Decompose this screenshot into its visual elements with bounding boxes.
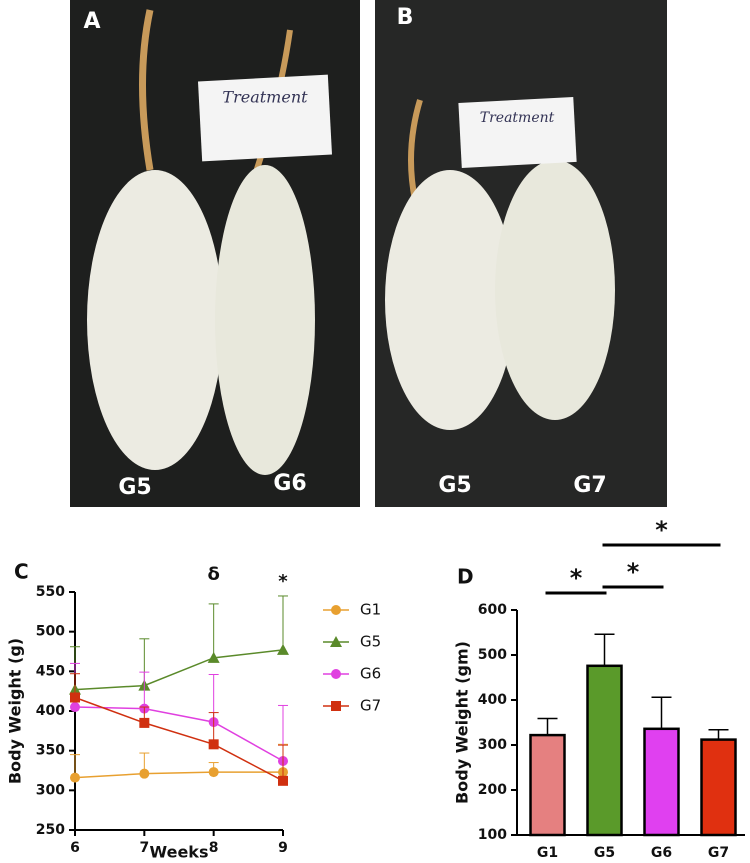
card xyxy=(458,97,577,168)
y-tick-label: 550 xyxy=(36,584,65,600)
rat xyxy=(87,170,223,470)
group-label: G5 xyxy=(438,473,471,498)
y-axis-label: Body Weight (gm) xyxy=(453,641,472,804)
x-tick-label: 7 xyxy=(139,840,149,856)
x-axis-label: Weeks xyxy=(150,843,209,862)
legend-label: G5 xyxy=(360,633,381,651)
x-tick-label: 8 xyxy=(209,840,219,856)
y-tick-label: 100 xyxy=(478,827,507,843)
rat xyxy=(385,170,515,430)
marker xyxy=(70,772,80,783)
legend-label: G1 xyxy=(360,601,381,619)
card-text: Treatment xyxy=(480,110,555,126)
panel-label: B xyxy=(397,5,414,30)
marker xyxy=(208,739,219,750)
photo-b: Treatment B G5 G7 xyxy=(375,0,667,507)
y-tick-label: 450 xyxy=(36,663,65,679)
series-line xyxy=(74,771,283,779)
panel-label: C xyxy=(14,560,29,584)
marker xyxy=(70,692,80,703)
marker xyxy=(277,643,289,655)
x-tick-label: G1 xyxy=(537,845,558,861)
bar xyxy=(529,733,566,837)
bar xyxy=(643,727,680,837)
tail xyxy=(408,99,423,201)
marker xyxy=(208,767,219,778)
card-text: Treatment xyxy=(222,88,308,107)
bar xyxy=(586,664,623,837)
y-axis-label: Body Weight (g) xyxy=(6,638,25,784)
legend-marker xyxy=(331,669,341,679)
annotation: * xyxy=(278,571,288,592)
significance-label: * xyxy=(570,564,583,592)
y-tick-label: 300 xyxy=(36,782,65,798)
panel-label: D xyxy=(457,565,474,589)
rat xyxy=(495,160,615,420)
rat xyxy=(215,165,315,475)
series-line xyxy=(74,696,284,782)
y-tick-label: 500 xyxy=(36,624,65,640)
annotation: δ xyxy=(207,564,219,585)
y-tick-label: 350 xyxy=(36,743,65,759)
tail xyxy=(139,9,154,171)
marker xyxy=(139,717,150,728)
legend-marker xyxy=(330,636,342,647)
bar xyxy=(700,738,737,837)
y-tick-label: 400 xyxy=(478,692,507,708)
y-tick-label: 500 xyxy=(478,647,507,663)
x-tick-label: G5 xyxy=(594,845,615,861)
y-tick-label: 200 xyxy=(478,782,507,798)
group-label: G6 xyxy=(273,471,306,496)
photo-a: Treatment A G5 G6 xyxy=(70,0,360,507)
significance-label: * xyxy=(655,516,668,544)
marker xyxy=(278,775,288,786)
marker xyxy=(207,651,220,663)
group-label: G7 xyxy=(573,473,606,498)
y-tick-label: 300 xyxy=(478,737,507,753)
x-tick-label: 6 xyxy=(70,840,80,856)
legend-label: G7 xyxy=(360,697,381,715)
y-tick-label: 600 xyxy=(478,602,507,618)
significance-label: * xyxy=(627,558,640,586)
marker xyxy=(139,768,150,779)
marker xyxy=(70,702,80,713)
x-tick-label: G6 xyxy=(651,845,672,861)
legend-label: G6 xyxy=(360,665,381,683)
series-line xyxy=(74,649,284,691)
x-tick-label: 9 xyxy=(278,840,288,856)
card xyxy=(197,74,333,162)
group-label: G5 xyxy=(118,475,151,500)
y-tick-label: 400 xyxy=(36,703,65,719)
legend-marker xyxy=(331,701,341,711)
y-tick-label: 250 xyxy=(36,822,65,838)
legend-marker xyxy=(331,605,341,615)
panel-label: A xyxy=(83,9,100,34)
series-line xyxy=(74,706,284,762)
x-tick-label: G7 xyxy=(708,845,729,861)
